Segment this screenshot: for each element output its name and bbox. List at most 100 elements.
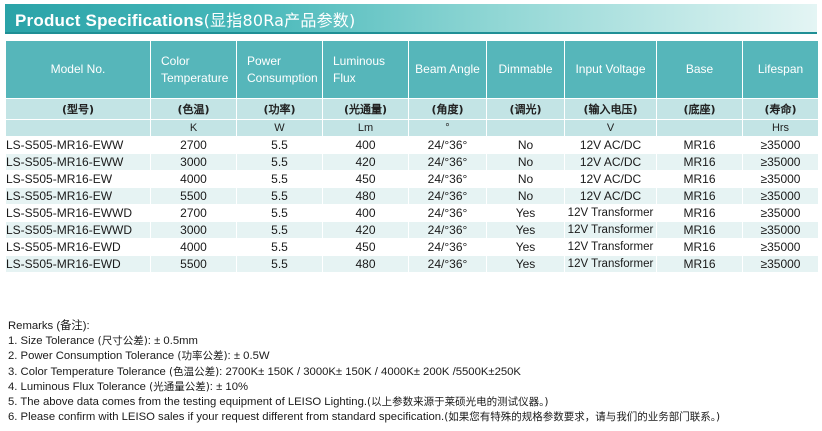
remark-line: 4. Luminous Flux Tolerance (光通量公差): ± 10… [8, 380, 720, 395]
table-cell: 12V Transformer [564, 204, 657, 222]
table-cell: 450 [322, 170, 409, 188]
remark-value: : ± 10% [209, 380, 249, 393]
header-cn: (功率) [236, 98, 323, 120]
table-cell: 3000 [150, 153, 237, 171]
remarks-heading: Remarks (备注): [8, 320, 90, 332]
header-row: Model No. Color Temperature Power Consum… [5, 40, 819, 99]
table-cell: 480 [322, 187, 409, 205]
remark-line: 1. Size Tolerance (尺寸公差): ± 0.5mm [8, 334, 720, 349]
table-cell: 420 [322, 221, 409, 239]
table-cell: MR16 [656, 221, 743, 239]
table-cell: 24/°36° [408, 187, 487, 205]
table-cell: 420 [322, 153, 409, 171]
header-cn: (色温) [150, 98, 237, 120]
remark-line: 5. The above data comes from the testing… [8, 395, 720, 410]
table-cell: Yes [486, 255, 565, 273]
table-row: LS-S505-MR16-EW 5500 5.5 480 24/°36° No … [5, 187, 819, 205]
section-title-en: Product Specifications [15, 11, 204, 30]
table-cell: ≥35000 [742, 170, 819, 188]
table-cell: 5.5 [236, 238, 323, 256]
table-cell: 4000 [150, 238, 237, 256]
table-row: LS-S505-MR16-EWW 3000 5.5 420 24/°36° No… [5, 153, 819, 171]
section-title-cn: (显指80Ra产品参数) [203, 11, 356, 30]
unit-cell: Hrs [742, 119, 819, 137]
remark-text: 6. Please confirm with LEISO sales if yo… [8, 411, 445, 424]
header-cn: (输入电压) [564, 98, 657, 120]
table-row: LS-S505-MR16-EWWD 3000 5.5 420 24/°36° Y… [5, 221, 819, 239]
remark-text: 4. Luminous Flux Tolerance [8, 380, 150, 393]
table-cell: ≥35000 [742, 153, 819, 171]
table-cell: MR16 [656, 238, 743, 256]
table-row: LS-S505-MR16-EW 4000 5.5 450 24/°36° No … [5, 170, 819, 188]
table-cell: 5.5 [236, 187, 323, 205]
unit-cell: ° [408, 119, 487, 137]
header-cn: (调光) [486, 98, 565, 120]
table-cell: No [486, 136, 565, 154]
table-cell: 12V AC/DC [564, 187, 657, 205]
header-base: Base [656, 40, 743, 99]
table-row: LS-S505-MR16-EWD 5500 5.5 480 24/°36° Ye… [5, 255, 819, 273]
table-cell: 12V AC/DC [564, 153, 657, 171]
table-cell: 12V Transformer [564, 255, 657, 273]
model-cell: LS-S505-MR16-EWW [5, 153, 151, 171]
header-power: Power Consumption [236, 40, 323, 99]
table-cell: 4000 [150, 170, 237, 188]
unit-cell: V [564, 119, 657, 137]
table-cell: 12V Transformer [564, 221, 657, 239]
remark-value: : 2700K± 150K / 3000K± 150K / 4000K± 200… [219, 365, 521, 378]
header-color-temp: Color Temperature [150, 40, 237, 99]
header-voltage: Input Voltage [564, 40, 657, 99]
table-cell: 5.5 [236, 153, 323, 171]
section-title: Product Specifications(显指80Ra产品参数) [15, 7, 355, 31]
remark-text: 3. Color Temperature Tolerance [8, 365, 169, 378]
remark-line: 6. Please confirm with LEISO sales if yo… [8, 410, 720, 425]
table-cell: 12V AC/DC [564, 136, 657, 154]
remark-cn: (光通量公差) [149, 380, 210, 393]
table-cell: ≥35000 [742, 255, 819, 273]
table-cell: 24/°36° [408, 204, 487, 222]
remark-text: 5. The above data comes from the testing… [8, 396, 367, 409]
unit-cell [5, 119, 151, 137]
table-cell: 3000 [150, 221, 237, 239]
model-cell: LS-S505-MR16-EW [5, 170, 151, 188]
remark-cn: (如果您有特殊的规格参数要求，请与我们的业务部门联系。) [444, 411, 721, 424]
table-cell: Yes [486, 238, 565, 256]
header-cn: (光通量) [322, 98, 409, 120]
table-cell: 2700 [150, 204, 237, 222]
table-cell: ≥35000 [742, 136, 819, 154]
table-cell: 480 [322, 255, 409, 273]
table-row: LS-S505-MR16-EWW 2700 5.5 400 24/°36° No… [5, 136, 819, 154]
table-cell: MR16 [656, 187, 743, 205]
table-cell: Yes [486, 204, 565, 222]
model-cell: LS-S505-MR16-EWD [5, 255, 151, 273]
remark-line: 2. Power Consumption Tolerance (功率公差): ±… [8, 349, 720, 364]
table-cell: MR16 [656, 153, 743, 171]
table-cell: 24/°36° [408, 221, 487, 239]
unit-cell: W [236, 119, 323, 137]
section-banner: Product Specifications(显指80Ra产品参数) [5, 4, 817, 34]
table-cell: 5.5 [236, 255, 323, 273]
table-cell: MR16 [656, 255, 743, 273]
model-cell: LS-S505-MR16-EW [5, 187, 151, 205]
table-cell: 5.5 [236, 204, 323, 222]
table-cell: ≥35000 [742, 221, 819, 239]
table-cell: 12V Transformer [564, 238, 657, 256]
header-lifespan: Lifespan [742, 40, 819, 99]
table-cell: ≥35000 [742, 204, 819, 222]
table-cell: No [486, 170, 565, 188]
table-cell: 400 [322, 136, 409, 154]
table-cell: 24/°36° [408, 153, 487, 171]
table-row: LS-S505-MR16-EWD 4000 5.5 450 24/°36° Ye… [5, 238, 819, 256]
table-cell: 24/°36° [408, 170, 487, 188]
remark-value: : ± 0.5W [227, 350, 270, 363]
table-cell: No [486, 187, 565, 205]
model-cell: LS-S505-MR16-EWW [5, 136, 151, 154]
table-cell: MR16 [656, 136, 743, 154]
table-cell: 24/°36° [408, 136, 487, 154]
header-cn: (底座) [656, 98, 743, 120]
header-model: Model No. [5, 40, 151, 99]
table-cell: MR16 [656, 204, 743, 222]
table-cell: MR16 [656, 170, 743, 188]
table-cell: 400 [322, 204, 409, 222]
remark-cn: (功率公差) [177, 350, 228, 363]
